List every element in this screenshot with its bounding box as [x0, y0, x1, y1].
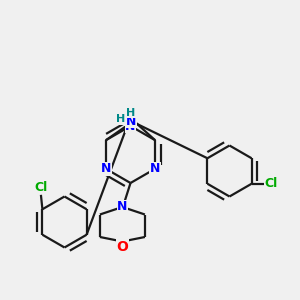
Text: H: H	[116, 114, 126, 124]
Text: Cl: Cl	[34, 181, 47, 194]
Text: N: N	[100, 162, 111, 175]
Text: N: N	[124, 113, 135, 126]
Text: N: N	[125, 119, 136, 133]
Text: H: H	[126, 108, 136, 118]
Text: O: O	[116, 240, 128, 254]
Text: N: N	[126, 115, 136, 128]
Text: N: N	[150, 162, 160, 175]
Text: Cl: Cl	[265, 177, 278, 190]
Text: N: N	[117, 200, 128, 214]
